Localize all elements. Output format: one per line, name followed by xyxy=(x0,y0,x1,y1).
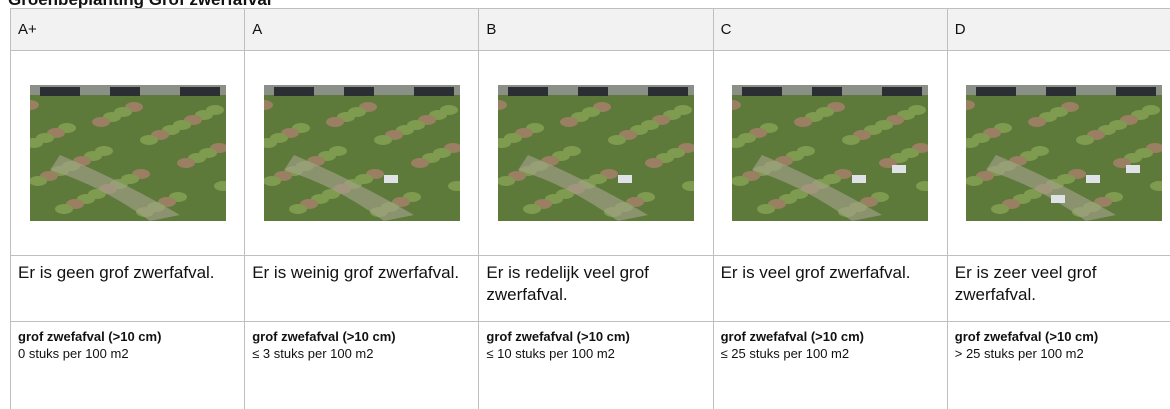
criteria-title: grof zwefafval (>10 cm) xyxy=(721,328,940,345)
image-cell xyxy=(947,51,1170,256)
description-row: Er is geen grof zwerfafval.Er is weinig … xyxy=(11,256,1170,322)
plant xyxy=(560,117,578,127)
litter xyxy=(1086,175,1100,183)
car xyxy=(40,87,80,96)
car xyxy=(578,87,608,96)
plant xyxy=(92,117,110,127)
car xyxy=(1116,87,1156,96)
plant xyxy=(140,135,158,145)
criteria-row: grof zwefafval (>10 cm)0 stuks per 100 m… xyxy=(11,322,1170,409)
image-cell xyxy=(479,51,713,256)
grade-cell: D xyxy=(947,9,1170,51)
car xyxy=(274,87,314,96)
plant xyxy=(757,204,775,214)
car xyxy=(742,87,782,96)
photo xyxy=(966,85,1162,221)
car xyxy=(414,87,454,96)
criteria-cell: grof zwefafval (>10 cm)≤ 3 stuks per 100… xyxy=(245,322,479,409)
litter xyxy=(1126,165,1140,173)
plant xyxy=(608,135,626,145)
plant xyxy=(326,117,344,127)
photo xyxy=(264,85,460,221)
plant xyxy=(794,117,812,127)
plant xyxy=(991,204,1009,214)
criteria-title: grof zwefafval (>10 cm) xyxy=(486,328,705,345)
litter xyxy=(384,175,398,183)
plant xyxy=(374,135,392,145)
plant xyxy=(177,158,195,168)
image-cell xyxy=(245,51,479,256)
litter xyxy=(892,165,906,173)
page: Groenbeplanting Grof zwerfafval A+ABCD E… xyxy=(0,0,1170,409)
car xyxy=(508,87,548,96)
litter xyxy=(1051,195,1065,203)
plant xyxy=(411,158,429,168)
car xyxy=(976,87,1016,96)
criteria-value: ≤ 10 stuks per 100 m2 xyxy=(486,345,705,362)
car xyxy=(648,87,688,96)
criteria-title: grof zwefafval (>10 cm) xyxy=(252,328,471,345)
description-cell: Er is weinig grof zwerfafval. xyxy=(245,256,479,322)
grade-cell: B xyxy=(479,9,713,51)
image-row xyxy=(11,51,1170,256)
car xyxy=(882,87,922,96)
photo xyxy=(498,85,694,221)
criteria-value: ≤ 3 stuks per 100 m2 xyxy=(252,345,471,362)
criteria-cell: grof zwefafval (>10 cm)≤ 10 stuks per 10… xyxy=(479,322,713,409)
criteria-title: grof zwefafval (>10 cm) xyxy=(18,328,237,345)
car xyxy=(1046,87,1076,96)
plant xyxy=(1076,135,1094,145)
description-cell: Er is redelijk veel grof zwerfafval. xyxy=(479,256,713,322)
plant xyxy=(842,135,860,145)
criteria-cell: grof zwefafval (>10 cm)0 stuks per 100 m… xyxy=(11,322,245,409)
image-cell xyxy=(11,51,245,256)
criteria-value: > 25 stuks per 100 m2 xyxy=(955,345,1170,362)
description-cell: Er is zeer veel grof zwerfafval. xyxy=(947,256,1170,322)
header-row: A+ABCD xyxy=(11,9,1170,51)
criteria-value: ≤ 25 stuks per 100 m2 xyxy=(721,345,940,362)
plant xyxy=(289,204,307,214)
plant xyxy=(55,204,73,214)
criteria-value: 0 stuks per 100 m2 xyxy=(18,345,237,362)
car xyxy=(110,87,140,96)
description-cell: Er is veel grof zwerfafval. xyxy=(713,256,947,322)
criteria-title: grof zwefafval (>10 cm) xyxy=(955,328,1170,345)
photo xyxy=(732,85,928,221)
grade-cell: A xyxy=(245,9,479,51)
image-cell xyxy=(713,51,947,256)
car xyxy=(180,87,220,96)
photo xyxy=(30,85,226,221)
plant xyxy=(523,204,541,214)
criteria-cell: grof zwefafval (>10 cm)≤ 25 stuks per 10… xyxy=(713,322,947,409)
grade-cell: C xyxy=(713,9,947,51)
plant xyxy=(1028,117,1046,127)
car xyxy=(812,87,842,96)
criteria-cell: grof zwefafval (>10 cm)> 25 stuks per 10… xyxy=(947,322,1170,409)
litter xyxy=(618,175,632,183)
litter xyxy=(852,175,866,183)
description-cell: Er is geen grof zwerfafval. xyxy=(11,256,245,322)
plant xyxy=(645,158,663,168)
grade-cell: A+ xyxy=(11,9,245,51)
car xyxy=(344,87,374,96)
